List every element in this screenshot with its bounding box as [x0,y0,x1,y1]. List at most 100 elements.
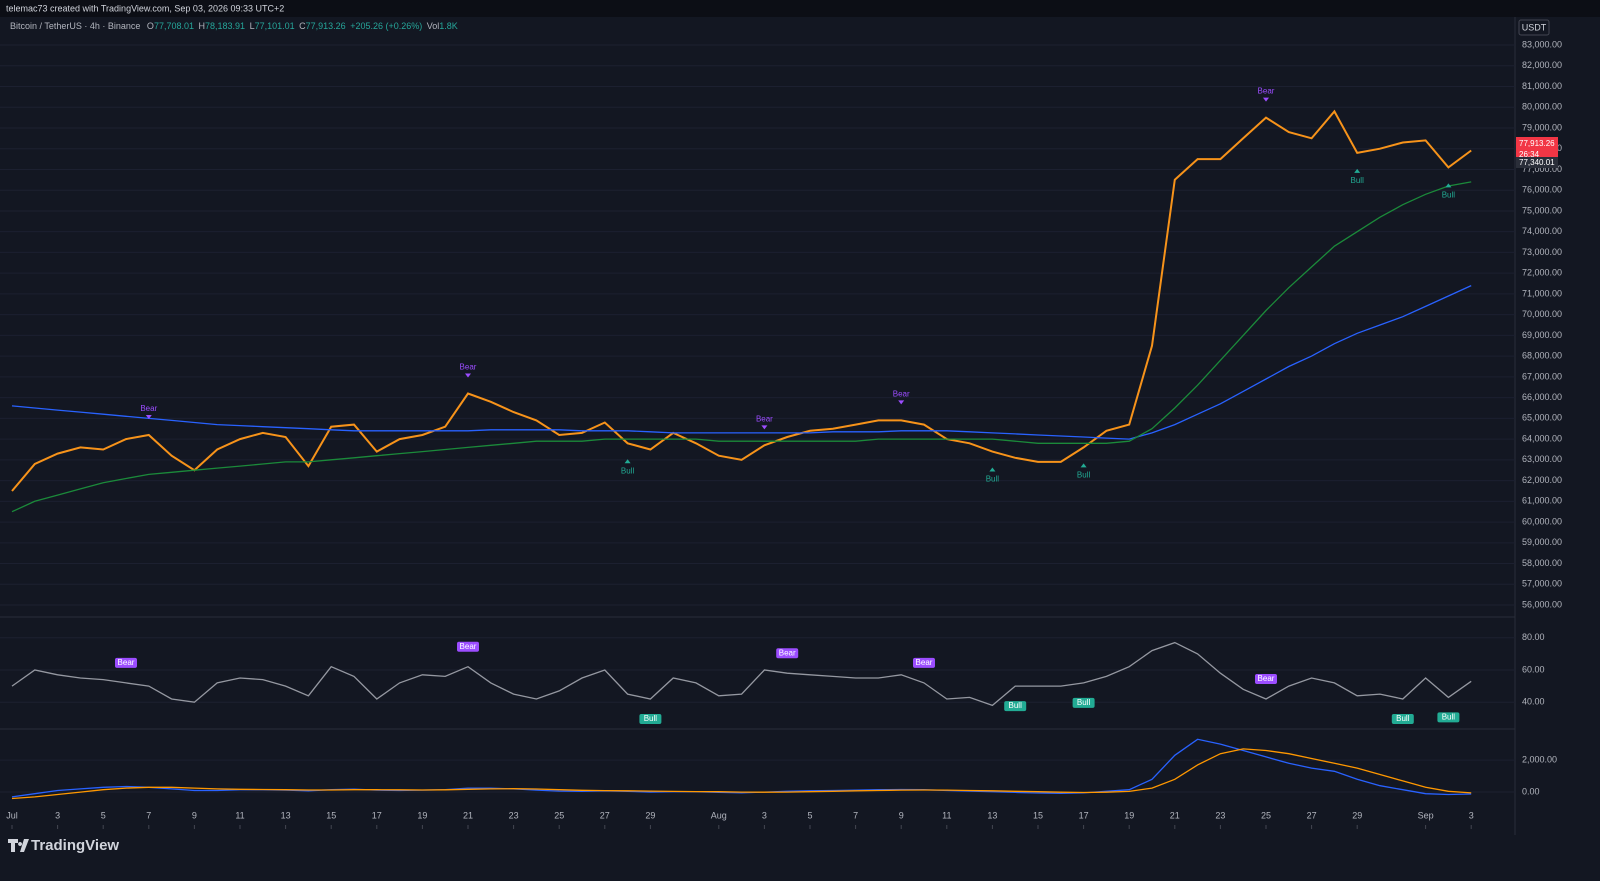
y-tick-label: 60.00 [1522,664,1545,674]
annotation: Bear [756,414,773,423]
y-tick-label: 0.00 [1522,786,1540,796]
x-tick-label: 17 [1079,810,1089,820]
x-tick-label: 3 [762,810,767,820]
x-tick-label: Jul [6,810,18,820]
annotation-badge [115,657,137,668]
y-tick-label: 2,000.00 [1522,754,1557,764]
annotation: Bull [1077,698,1091,707]
y-tick-label: 61,000.00 [1522,496,1562,506]
line-price: 77,340.01 [1519,158,1555,167]
annotation-badge [1391,713,1414,724]
annotation: Bear [916,658,933,667]
x-tick-label: Aug [711,810,727,820]
y-tick-label: 80.00 [1522,632,1545,642]
annotation-arrow [624,459,631,464]
annotation-badge [639,713,662,724]
y-tick-label: 67,000.00 [1522,371,1562,381]
series-line [11,748,1472,800]
annotation: Bull [1442,712,1456,721]
chart-area [0,17,1600,835]
countdown: 26:34 [1519,150,1540,159]
annotation-badge [776,648,799,659]
annotation: Bull [1077,471,1091,480]
x-tick-label: 23 [1215,810,1225,820]
y-tick-label: 71,000.00 [1522,288,1562,298]
x-tick-label: 19 [1124,810,1134,820]
annotation-arrow [989,467,996,472]
annotation: Bull [1009,701,1023,710]
x-tick-label: 29 [645,810,655,820]
y-tick-label: 68,000.00 [1522,351,1562,361]
annotation-arrow [761,425,768,430]
footer [0,835,1600,881]
y-tick-label: 70,000.00 [1522,309,1562,319]
annotation: Bear [1258,87,1275,96]
annotation: Bear [140,404,157,413]
y-tick-label: 77,000.00 [1522,164,1562,174]
x-tick-label: 25 [554,810,564,820]
annotation-badge [1255,673,1277,684]
y-tick-label: 72,000.00 [1522,268,1562,278]
vol-value: 1.8K [439,21,458,31]
x-tick-label: 15 [1033,810,1043,820]
annotation: Bear [118,658,135,667]
annotation: Bear [1258,674,1275,683]
y-tick-label: 65,000.00 [1522,413,1562,423]
x-tick-label: 21 [1170,810,1180,820]
annotation: Bear [779,648,796,657]
symbol-name: Bitcoin / TetherUS · 4h · Binance [10,21,140,31]
y-tick-label: 76,000.00 [1522,185,1562,195]
y-tick-label: 75,000.00 [1522,205,1562,215]
line-price-box [1516,157,1558,168]
vol-label: Vol [427,21,440,31]
x-tick-label: 21 [463,810,473,820]
annotation-arrow [1080,463,1087,468]
annotation-arrow [1354,168,1361,173]
currency-box [1518,19,1550,36]
ohlc-label: O [147,21,154,31]
change: +205.26 (+0.26%) [350,21,422,31]
y-tick-label: 73,000.00 [1522,247,1562,257]
annotation-badge [1437,712,1460,723]
x-tick-label: 11 [942,810,951,820]
annotation: Bear [460,642,477,651]
header-text: telemac73 created with TradingView.com, … [6,3,284,13]
y-tick-label: 82,000.00 [1522,60,1562,70]
y-tick-label: 57,000.00 [1522,579,1562,589]
y-tick-label: 59,000.00 [1522,537,1562,547]
x-tick-label: 27 [600,810,610,820]
annotation-badge [1004,701,1027,712]
x-tick-label: 11 [235,810,244,820]
annotation: Bull [621,466,635,475]
y-tick-label: 63,000.00 [1522,454,1562,464]
y-tick-label: 79,000.00 [1522,122,1562,132]
x-tick-label: 5 [101,810,106,820]
ohlc-label: C [299,21,306,31]
annotation: Bull [644,714,658,723]
x-tick-label: 17 [372,810,382,820]
x-tick-label: 13 [281,810,291,820]
series-line [11,641,1472,707]
y-tick-label: 40.00 [1522,697,1545,707]
annotation: Bull [1396,714,1410,723]
x-tick-label: 7 [853,810,858,820]
annotation-badge [457,641,479,652]
x-tick-label: 5 [807,810,812,820]
x-tick-label: 25 [1261,810,1271,820]
brand: TradingView [31,837,119,854]
y-tick-label: 74,000.00 [1522,226,1562,236]
annotation-arrow [145,414,152,419]
annotation-arrow [898,400,905,405]
ohlc-label: H [199,21,206,31]
y-tick-label: 81,000.00 [1522,81,1562,91]
x-tick-label: 3 [1469,810,1474,820]
y-tick-label: 66,000.00 [1522,392,1562,402]
series-line [11,109,1472,492]
logo-icon [8,839,29,852]
annotation-arrow [1263,97,1269,102]
annotation: Bull [1351,176,1365,185]
y-tick-label: 60,000.00 [1522,516,1562,526]
y-tick-label: 62,000.00 [1522,475,1562,485]
y-tick-label: 83,000.00 [1522,39,1562,49]
